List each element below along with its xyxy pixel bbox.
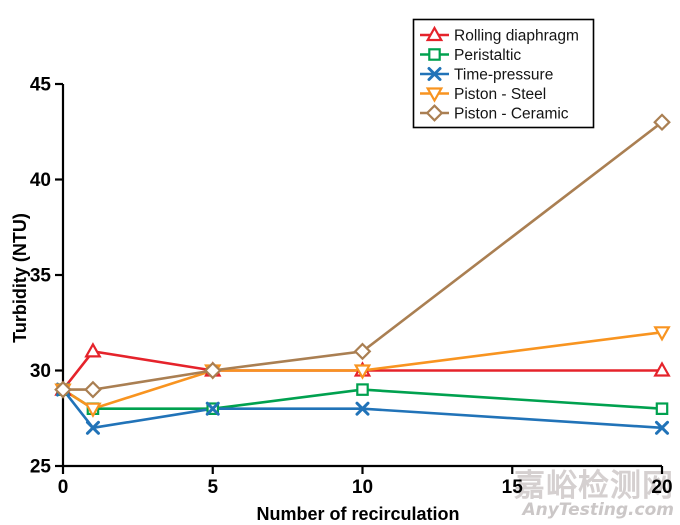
series-marker-rolling-diaphragm <box>653 361 671 377</box>
legend-label-time-pressure: Time-pressure <box>454 67 553 84</box>
legend-marker-piston-steel <box>425 87 444 103</box>
watermark-english-text: AnyTesting.com <box>522 500 674 521</box>
legend-label-rolling-diaphragm: Rolling diaphragm <box>454 28 579 45</box>
y-axis-tick-label: 45 <box>30 75 52 96</box>
y-axis-title: Turbidity (NTU) <box>10 213 30 343</box>
x-axis-tick-label: 0 <box>58 477 69 498</box>
series-marker-peristaltic <box>655 402 669 415</box>
legend-marker-peristaltic <box>428 48 441 61</box>
legend-label-piston-steel: Piston - Steel <box>454 86 546 103</box>
x-axis-title: Number of recirculation <box>256 504 459 524</box>
series-marker-peristaltic <box>356 383 369 396</box>
legend-marker-time-pressure <box>427 67 442 81</box>
legend-marker-rolling-diaphragm <box>425 25 444 42</box>
series-marker-piston-steel <box>84 402 102 418</box>
series-marker-time-pressure <box>205 401 220 416</box>
legend-marker-piston-ceramic <box>425 104 444 122</box>
series-marker-piston-ceramic <box>54 380 72 399</box>
watermark-chinese-text: 嘉峪检测网 <box>514 467 674 504</box>
series-marker-piston-ceramic <box>203 361 222 380</box>
x-axis-tick-label: 15 <box>502 477 524 498</box>
series-marker-rolling-diaphragm <box>84 342 102 358</box>
legend-label-peristaltic: Peristaltic <box>454 47 521 64</box>
y-axis-tick-label: 25 <box>30 457 52 478</box>
x-axis-tick-label: 10 <box>352 477 373 498</box>
series-marker-piston-steel <box>653 326 671 342</box>
legend-label-piston-ceramic: Piston - Ceramic <box>454 106 569 123</box>
series-marker-time-pressure <box>655 420 669 435</box>
y-axis-tick-label: 40 <box>30 170 51 191</box>
series-marker-piston-ceramic <box>353 342 372 361</box>
series-marker-time-pressure <box>355 401 370 416</box>
series-marker-time-pressure <box>85 420 100 435</box>
series-marker-piston-ceramic <box>84 380 102 399</box>
y-axis-tick-label: 30 <box>30 361 51 382</box>
y-axis-tick-label: 35 <box>30 266 52 287</box>
series-marker-piston-ceramic <box>653 113 671 132</box>
watermark: 嘉峪检测网 AnyTesting.com <box>514 470 674 520</box>
x-axis-tick-label: 5 <box>207 477 218 498</box>
series-marker-piston-steel <box>353 364 372 380</box>
x-axis-tick-label: 20 <box>651 477 672 498</box>
